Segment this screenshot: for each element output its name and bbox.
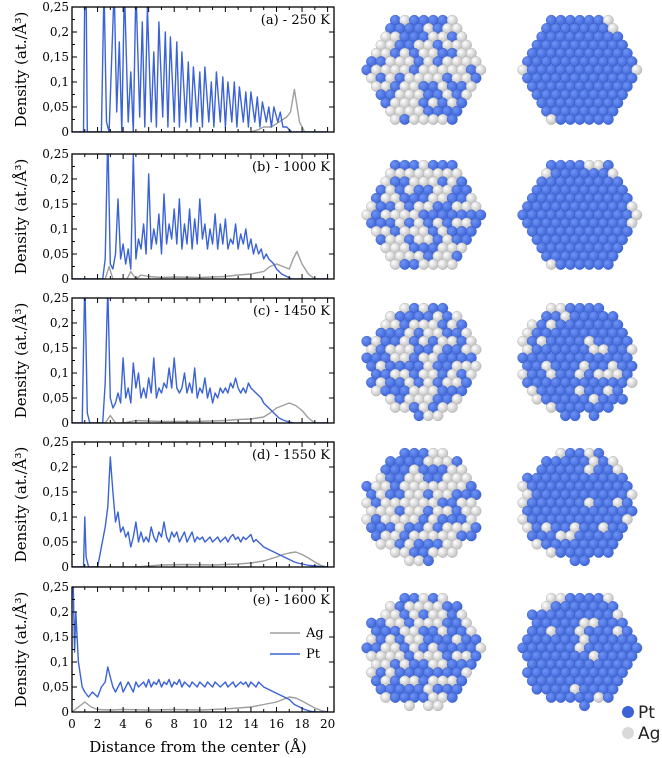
series-line-ag [72,250,328,279]
y-axis-label: Density (at./Å³) [12,12,30,128]
y-tick-label: 0,1 [50,75,69,89]
y-axis-label: Density (at./Å³) [12,303,30,419]
y-tick-label: 0,2 [50,172,69,186]
y-tick-label: 0,15 [42,197,69,211]
panel-title: (a) - 250 K [261,13,330,28]
y-tick-label: 0 [61,272,69,286]
y-tick-label: 0 [61,560,69,574]
panel-0: 0 0,05 0,1 0,15 0,2 0,25 (a) - 250 K Density (a… [12,0,335,139]
y-tick-label: 0,1 [50,222,69,236]
x-tick-label: 2 [94,717,102,731]
nanoparticle-cross-section-3 [517,447,638,567]
nanoparticle-surface-0 [361,14,487,125]
key-label-ag: Ag [638,724,660,744]
x-tick-label: 20 [320,717,335,731]
y-tick-label: 0,05 [42,535,69,549]
y-axis-label: Density (at./Å³) [12,159,30,275]
series-line-pt [72,587,328,712]
y-tick-label: 0 [61,416,69,430]
y-tick-label: 0,2 [50,460,69,474]
y-tick-label: 0,1 [50,655,69,669]
x-tick-label: 10 [192,717,207,731]
panel-4: 0 0,05 0,1 0,15 0,2 0,25 (e) - 1600 K Density (… [12,580,335,719]
panel-title: (d) - 1550 K [252,448,330,463]
y-tick-label: 0,15 [42,630,69,644]
nanoparticle-cross-section-2 [517,302,638,422]
y-tick-label: 0,2 [50,605,69,619]
panel-3: 0 0,05 0,1 0,15 0,2 0,25 (d) - 1550 K Density (… [12,435,335,574]
density-plots: 0 0,05 0,1 0,15 0,2 0,25 (a) - 250 K Density (a… [12,0,335,731]
panel-title: (e) - 1600 K [253,593,331,608]
panel-2: 0 0,05 0,1 0,15 0,2 0,25 (c) - 1450 K Density (… [12,291,335,430]
key-label-pt: Pt [638,703,655,723]
series-line-ag [72,551,328,567]
series-line-ag [72,696,328,712]
y-tick-label: 0,05 [42,100,69,114]
y-tick-label: 0,05 [42,680,69,694]
series-line-pt [72,456,328,567]
key-dot-pt [622,706,634,718]
y-tick-label: 0,25 [42,435,69,449]
x-tick-label: 0 [68,717,76,731]
series-line-ag [72,88,328,132]
y-tick-label: 0,05 [42,391,69,405]
series-line-pt [72,154,328,279]
y-tick-label: 0,2 [50,316,69,330]
y-tick-label: 0,25 [42,291,69,305]
x-tick-label: 18 [294,717,309,731]
x-tick-label: 6 [145,717,153,731]
nanoparticle-surface-2 [361,302,482,422]
y-tick-label: 0,25 [42,147,69,161]
y-tick-label: 0,25 [42,580,69,594]
nanoparticle-cross-section-1 [517,159,643,270]
y-tick-label: 0 [61,705,69,719]
y-tick-label: 0,15 [42,50,69,64]
series-line-pt [72,298,328,423]
y-axis-label: Density (at./Å³) [12,447,30,563]
x-tick-label: 14 [243,717,259,731]
y-tick-label: 0,15 [42,485,69,499]
y-tick-label: 0,1 [50,366,69,380]
y-tick-label: 0,2 [50,25,69,39]
nanoparticle-cross-section-0 [517,14,643,125]
nanoparticle-surface-4 [361,592,487,712]
x-tick-label: 16 [269,717,284,731]
panel-1: 0 0,05 0,1 0,15 0,2 0,25 (b) - 1000 K Density (… [12,147,335,286]
nanoparticle-cross-section-4 [517,592,643,712]
y-tick-label: 0,15 [42,341,69,355]
y-tick-label: 0 [61,125,69,139]
series-line-ag [72,402,328,423]
legend-label-pt: Pt [306,647,321,662]
nanoparticle-surface-3 [361,447,482,567]
x-axis-label: Distance from the center (Å) [89,738,307,756]
series-line-pt [72,7,328,132]
key-dot-ag [622,727,634,739]
legend-label-ag: Ag [305,626,324,641]
legend: Ag Pt [270,626,324,662]
nanoparticle-renderings [361,14,643,712]
y-tick-label: 0,1 [50,510,69,524]
y-axis-label: Density (at./Å³) [12,592,30,708]
panel-title: (c) - 1450 K [253,304,330,319]
panel-title: (b) - 1000 K [252,160,330,175]
x-tick-label: 12 [218,717,233,731]
y-tick-label: 0,05 [42,247,69,261]
x-tick-label: 8 [170,717,178,731]
nanoparticle-surface-1 [361,159,487,270]
x-tick-label: 4 [119,717,127,731]
y-tick-label: 0,25 [42,0,69,14]
